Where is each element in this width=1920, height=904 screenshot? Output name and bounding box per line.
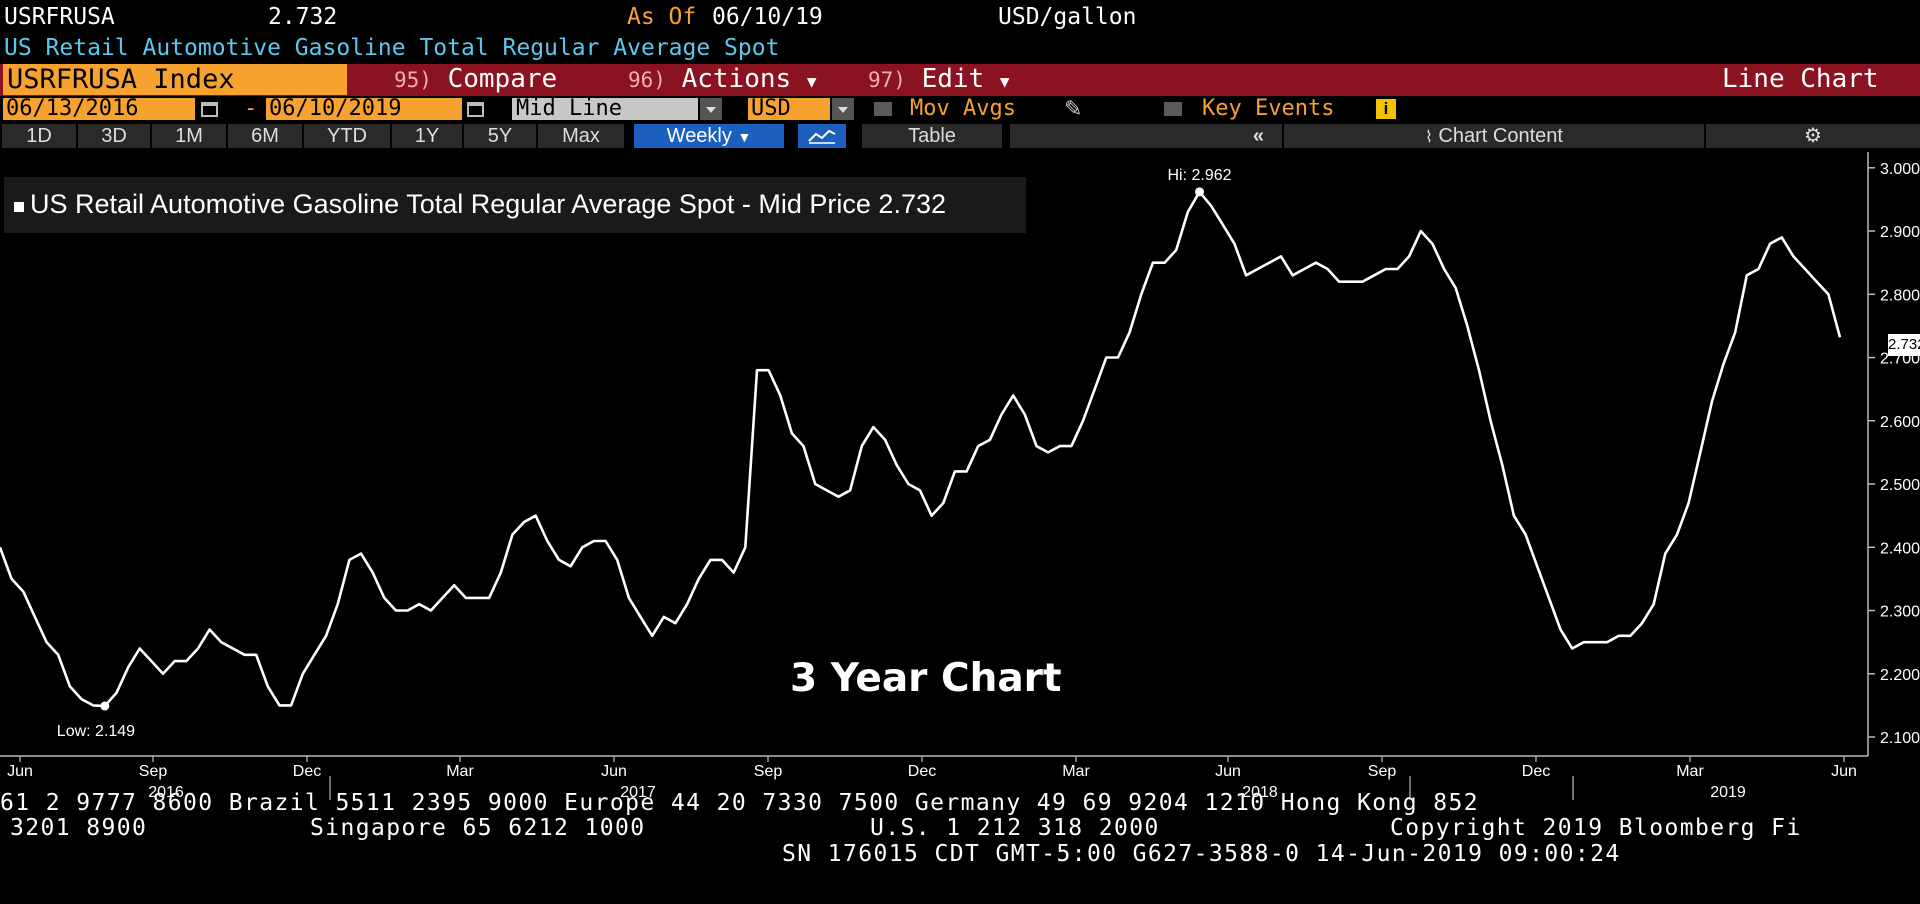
edit-number: 97) xyxy=(868,68,906,92)
x-tick-label: Dec xyxy=(1522,763,1550,780)
period-button-3d[interactable]: 3D xyxy=(78,124,150,148)
hi-marker xyxy=(1194,187,1204,197)
chart-annotation: 3 Year Chart xyxy=(790,656,1062,701)
legend-label: US Retail Automotive Gasoline Total Regu… xyxy=(30,189,946,219)
y-tick-label: 2.100 xyxy=(1880,730,1920,747)
line-type-dropdown-icon[interactable] xyxy=(700,98,722,120)
footer-copyright: Copyright 2019 Bloomberg Fi xyxy=(1390,815,1802,841)
period-button-1d[interactable]: 1D xyxy=(2,124,76,148)
x-year-label: 2016 xyxy=(148,784,184,801)
x-year-label: 2019 xyxy=(1710,784,1746,801)
edit-chevron-icon: ▼ xyxy=(999,72,1010,91)
key-events-label[interactable]: Key Events xyxy=(1202,96,1335,121)
x-tick-label: Jun xyxy=(1831,763,1857,780)
edit-button[interactable]: 97) Edit ▼ xyxy=(868,64,1010,94)
mov-avgs-label[interactable]: Mov Avgs xyxy=(910,96,1016,121)
end-date-field[interactable]: 06/10/2019 xyxy=(266,98,462,120)
legend-swatch xyxy=(14,202,24,212)
edit-label: Edit xyxy=(921,64,985,94)
chart-content-button[interactable]: ⌇ Chart Content xyxy=(1284,124,1704,148)
y-tick-label: 2.900 xyxy=(1880,224,1920,241)
series-line xyxy=(0,190,1842,708)
ticker-code: USRFRUSA xyxy=(4,4,115,30)
x-tick-label: Sep xyxy=(754,763,783,780)
x-year-label: 2017 xyxy=(620,784,656,801)
collapse-button[interactable]: « xyxy=(1010,124,1282,148)
x-tick-label: Sep xyxy=(139,763,168,780)
settings-button[interactable]: ⚙ xyxy=(1706,124,1920,148)
period-button-6m[interactable]: 6M xyxy=(228,124,302,148)
mov-avgs-checkbox[interactable] xyxy=(874,102,892,116)
chart-content-label: Chart Content xyxy=(1438,125,1563,147)
key-events-checkbox[interactable] xyxy=(1164,102,1182,116)
compare-label: Compare xyxy=(447,64,558,94)
period-button-max[interactable]: Max xyxy=(538,124,624,148)
compare-button[interactable]: 95) Compare xyxy=(394,64,557,94)
x-tick-label: Dec xyxy=(293,763,321,780)
footer-line-2-left: 3201 8900 xyxy=(10,815,148,841)
as-of-label: As Of xyxy=(627,4,697,30)
footer-line-3: SN 176015 CDT GMT-5:00 G627-3588-0 14-Ju… xyxy=(782,841,1621,867)
start-date-field[interactable]: 06/13/2016 xyxy=(3,98,195,120)
frequency-label: Weekly xyxy=(666,125,732,147)
x-tick-label: Mar xyxy=(446,763,474,780)
y-tick-label: 2.200 xyxy=(1880,667,1920,684)
security-input[interactable]: USRFRUSA Index xyxy=(3,64,347,95)
currency-select[interactable]: USD xyxy=(748,98,830,120)
last-value: 2.732 xyxy=(268,4,338,30)
date-separator: - xyxy=(244,96,258,121)
chart-type-label: Line Chart xyxy=(1722,64,1879,94)
footer-line-1: 61 2 9777 8600 Brazil 5511 2395 9000 Eur… xyxy=(0,790,1479,816)
y-tick-label: 2.800 xyxy=(1880,287,1920,304)
low-marker xyxy=(100,701,110,711)
y-tick-label: 2.600 xyxy=(1880,414,1920,431)
actions-label: Actions xyxy=(681,64,792,94)
period-button-ytd[interactable]: YTD xyxy=(304,124,390,148)
x-tick-label: Jun xyxy=(601,763,627,780)
actions-number: 96) xyxy=(628,68,666,92)
x-tick-label: Jun xyxy=(1215,763,1241,780)
period-button-1m[interactable]: 1M xyxy=(152,124,226,148)
compare-number: 95) xyxy=(394,68,432,92)
y-tick-label: 2.500 xyxy=(1880,477,1920,494)
actions-chevron-icon: ▼ xyxy=(806,72,817,91)
currency-dropdown-icon[interactable] xyxy=(832,98,854,120)
x-tick-label: Jun xyxy=(7,763,33,780)
x-tick-label: Mar xyxy=(1676,763,1704,780)
chart-content-icon: ⌇ xyxy=(1425,129,1433,146)
y-tick-label: 2.400 xyxy=(1880,540,1920,557)
hi-label: Hi: 2.962 xyxy=(1167,167,1231,184)
table-button[interactable]: Table xyxy=(862,124,1002,148)
period-button-1y[interactable]: 1Y xyxy=(392,124,462,148)
x-tick-label: Sep xyxy=(1368,763,1397,780)
period-button-5y[interactable]: 5Y xyxy=(464,124,536,148)
y-tick-label: 3.000 xyxy=(1880,161,1920,178)
frequency-select[interactable]: Weekly ▼ xyxy=(634,124,784,148)
legend xyxy=(4,177,1026,233)
info-icon[interactable]: i xyxy=(1376,99,1396,119)
x-year-label: 2018 xyxy=(1242,784,1278,801)
security-description: US Retail Automotive Gasoline Total Regu… xyxy=(4,35,780,61)
actions-button[interactable]: 96) Actions ▼ xyxy=(628,64,816,94)
x-tick-label: Mar xyxy=(1062,763,1090,780)
gear-icon: ⚙ xyxy=(1804,125,1822,147)
start-calendar-icon[interactable] xyxy=(201,102,218,117)
collapse-icon: « xyxy=(1252,125,1264,147)
frequency-chevron-icon: ▼ xyxy=(737,129,752,145)
footer-line-2-right: U.S. 1 212 318 2000 xyxy=(870,815,1160,841)
x-tick-label: Dec xyxy=(908,763,936,780)
y-tick-label: 2.300 xyxy=(1880,604,1920,621)
units-label: USD/gallon xyxy=(998,4,1137,30)
line-type-select[interactable]: Mid Line xyxy=(512,98,698,120)
as-of-date: 06/10/19 xyxy=(712,4,823,30)
low-label: Low: 2.149 xyxy=(57,723,135,740)
last-value-tag: 2.732 xyxy=(1888,334,1920,356)
end-calendar-icon[interactable] xyxy=(467,102,484,117)
pencil-icon[interactable]: ✎ xyxy=(1064,96,1083,121)
chart-style-icon[interactable] xyxy=(798,124,846,148)
footer-line-2-mid: Singapore 65 6212 1000 xyxy=(310,815,646,841)
